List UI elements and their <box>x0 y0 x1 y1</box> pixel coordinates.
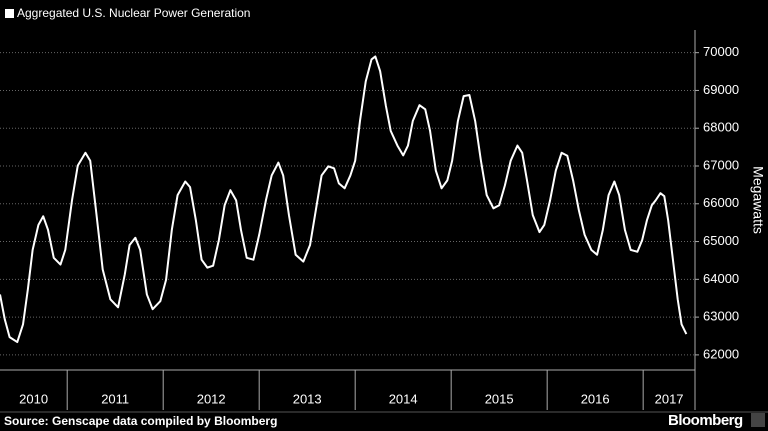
y-tick-label: 65000 <box>703 233 739 248</box>
brand: Bloomberg <box>668 412 743 429</box>
data-line <box>0 55 688 344</box>
x-tick-label: 2014 <box>389 391 418 406</box>
x-tick-label: 2016 <box>581 391 610 406</box>
source: Source: Genscape data compiled by Bloomb… <box>4 414 277 428</box>
y-tick-label: 69000 <box>703 82 739 97</box>
x-tick-label: 2015 <box>485 391 514 406</box>
chart-title: Aggregated U.S. Nuclear Power Generation <box>17 6 250 20</box>
y-tick-label: 66000 <box>703 195 739 210</box>
y-tick-label: 63000 <box>703 309 739 324</box>
y-tick-label: 70000 <box>703 44 739 59</box>
y-tick-label: 62000 <box>703 346 739 361</box>
x-tick-label: 2013 <box>293 391 322 406</box>
y-axis-label: Megawatts <box>750 166 766 234</box>
legend-swatch <box>5 9 14 18</box>
y-tick-label: 67000 <box>703 157 739 172</box>
x-tick-label: 2012 <box>197 391 226 406</box>
x-tick-label: 2010 <box>19 391 48 406</box>
brand-icon <box>751 413 765 427</box>
y-tick-label: 68000 <box>703 120 739 135</box>
y-tick-label: 64000 <box>703 271 739 286</box>
x-tick-label: 2017 <box>655 391 684 406</box>
x-tick-label: 2011 <box>101 391 129 406</box>
